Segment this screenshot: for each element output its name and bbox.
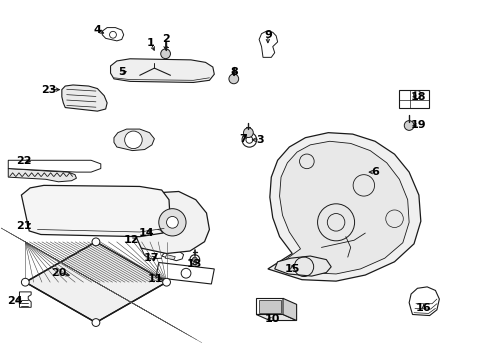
Text: 5: 5 <box>118 67 125 77</box>
Circle shape <box>21 278 29 286</box>
Circle shape <box>413 91 421 99</box>
Text: 3: 3 <box>256 135 264 145</box>
Circle shape <box>166 216 178 228</box>
Polygon shape <box>408 287 438 316</box>
Circle shape <box>161 49 170 59</box>
Text: 17: 17 <box>143 253 159 263</box>
Text: 12: 12 <box>123 235 139 245</box>
Text: 20: 20 <box>51 267 66 278</box>
Polygon shape <box>102 28 123 41</box>
Circle shape <box>189 255 199 265</box>
Polygon shape <box>165 255 175 260</box>
Polygon shape <box>8 168 76 182</box>
Polygon shape <box>162 251 183 261</box>
Text: 10: 10 <box>264 314 280 324</box>
Polygon shape <box>21 185 170 237</box>
Circle shape <box>92 319 100 327</box>
Polygon shape <box>8 160 101 172</box>
Polygon shape <box>277 141 408 274</box>
Text: 1: 1 <box>147 38 155 48</box>
Circle shape <box>192 257 197 262</box>
Text: 11: 11 <box>148 274 163 284</box>
Text: 13: 13 <box>187 259 202 269</box>
Circle shape <box>404 121 413 130</box>
Polygon shape <box>256 315 296 320</box>
Text: 23: 23 <box>41 85 56 95</box>
Circle shape <box>109 31 116 38</box>
Text: 16: 16 <box>415 303 431 314</box>
Text: 21: 21 <box>17 221 32 231</box>
Circle shape <box>92 238 100 246</box>
Circle shape <box>243 128 253 138</box>
Text: 14: 14 <box>138 228 154 238</box>
Circle shape <box>163 278 170 286</box>
Polygon shape <box>267 133 420 281</box>
Polygon shape <box>399 90 428 108</box>
Text: 7: 7 <box>239 134 247 144</box>
Polygon shape <box>156 225 172 234</box>
Text: 4: 4 <box>93 25 101 35</box>
Circle shape <box>161 226 167 233</box>
Polygon shape <box>283 298 296 320</box>
Circle shape <box>245 136 252 143</box>
Polygon shape <box>110 59 214 82</box>
Polygon shape <box>130 68 148 76</box>
Circle shape <box>124 131 142 149</box>
Polygon shape <box>25 242 166 323</box>
Polygon shape <box>20 292 31 307</box>
Polygon shape <box>259 31 277 57</box>
Polygon shape <box>114 129 154 150</box>
Text: 24: 24 <box>7 296 22 306</box>
Text: 22: 22 <box>17 156 32 166</box>
Polygon shape <box>133 192 209 253</box>
Text: 19: 19 <box>410 121 426 130</box>
Circle shape <box>181 268 190 278</box>
Text: 8: 8 <box>229 67 237 77</box>
Text: 6: 6 <box>370 167 378 177</box>
Text: 9: 9 <box>264 30 271 40</box>
Polygon shape <box>61 85 107 111</box>
Circle shape <box>159 209 185 236</box>
Circle shape <box>228 74 238 84</box>
Polygon shape <box>156 262 214 284</box>
Polygon shape <box>274 256 330 276</box>
Polygon shape <box>256 298 283 315</box>
Polygon shape <box>258 300 280 313</box>
Circle shape <box>242 132 256 147</box>
Text: 15: 15 <box>284 264 299 274</box>
Text: 18: 18 <box>410 92 426 102</box>
Text: 2: 2 <box>162 35 169 44</box>
